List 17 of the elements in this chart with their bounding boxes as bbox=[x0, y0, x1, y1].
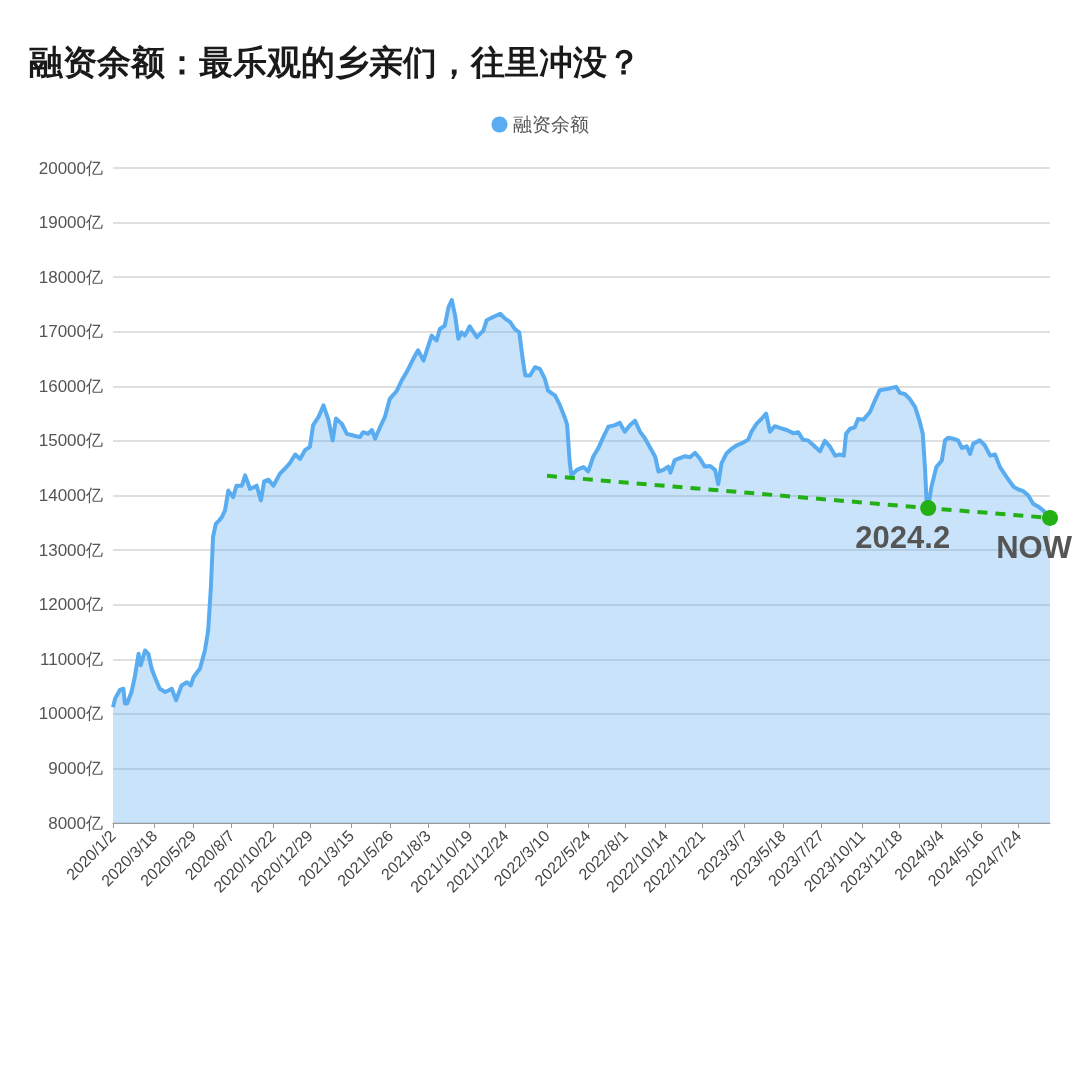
y-tick-label: 8000亿 bbox=[48, 813, 103, 833]
y-tick-label: 12000亿 bbox=[38, 595, 103, 615]
annotation: NOW bbox=[996, 529, 1073, 565]
y-tick-label: 14000亿 bbox=[38, 486, 103, 505]
y-tick-label: 13000亿 bbox=[38, 540, 103, 560]
y-tick-label: 10000亿 bbox=[38, 704, 103, 724]
y-tick-label: 18000亿 bbox=[38, 267, 103, 287]
chart-title: 融资余额：最乐观的乡亲们，往里冲没？ bbox=[29, 43, 641, 81]
y-tick-label: 16000亿 bbox=[38, 376, 103, 396]
y-tick-label: 19000亿 bbox=[38, 213, 103, 233]
annotation: 2024.2 bbox=[855, 520, 951, 556]
y-tick-label: 9000亿 bbox=[48, 758, 103, 778]
y-tick-label: 20000亿 bbox=[38, 158, 103, 178]
y-tick-label: 17000亿 bbox=[38, 322, 103, 342]
legend-label: 融资余额 bbox=[512, 114, 589, 135]
y-tick-label: 15000亿 bbox=[38, 431, 103, 451]
y-tick-label: 11000亿 bbox=[39, 649, 103, 669]
